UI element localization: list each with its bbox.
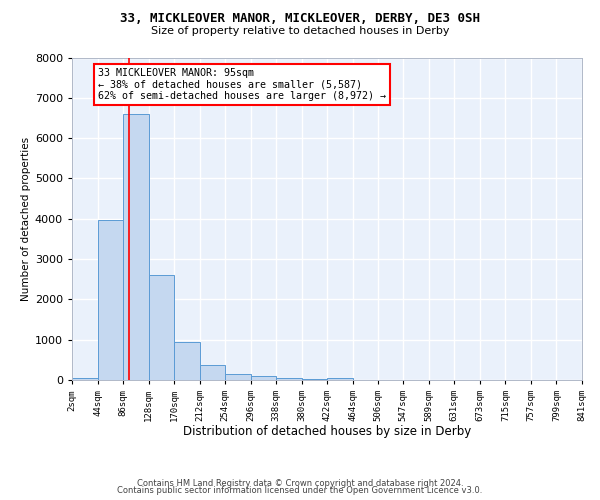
Bar <box>174 342 200 380</box>
Bar <box>98 220 123 380</box>
Bar <box>200 365 225 380</box>
Bar <box>276 378 302 380</box>
Bar <box>149 275 174 380</box>
Text: Size of property relative to detached houses in Derby: Size of property relative to detached ho… <box>151 26 449 36</box>
Bar <box>72 378 98 380</box>
Bar <box>328 378 353 380</box>
Bar <box>251 376 276 380</box>
Bar <box>225 374 251 380</box>
Text: 33, MICKLEOVER MANOR, MICKLEOVER, DERBY, DE3 0SH: 33, MICKLEOVER MANOR, MICKLEOVER, DERBY,… <box>120 12 480 26</box>
Text: 33 MICKLEOVER MANOR: 95sqm
← 38% of detached houses are smaller (5,587)
62% of s: 33 MICKLEOVER MANOR: 95sqm ← 38% of deta… <box>98 68 386 101</box>
Text: Contains HM Land Registry data © Crown copyright and database right 2024.: Contains HM Land Registry data © Crown c… <box>137 478 463 488</box>
Y-axis label: Number of detached properties: Number of detached properties <box>20 136 31 301</box>
Text: Contains public sector information licensed under the Open Government Licence v3: Contains public sector information licen… <box>118 486 482 495</box>
Bar <box>123 114 149 380</box>
X-axis label: Distribution of detached houses by size in Derby: Distribution of detached houses by size … <box>183 426 471 438</box>
Bar <box>302 379 328 380</box>
